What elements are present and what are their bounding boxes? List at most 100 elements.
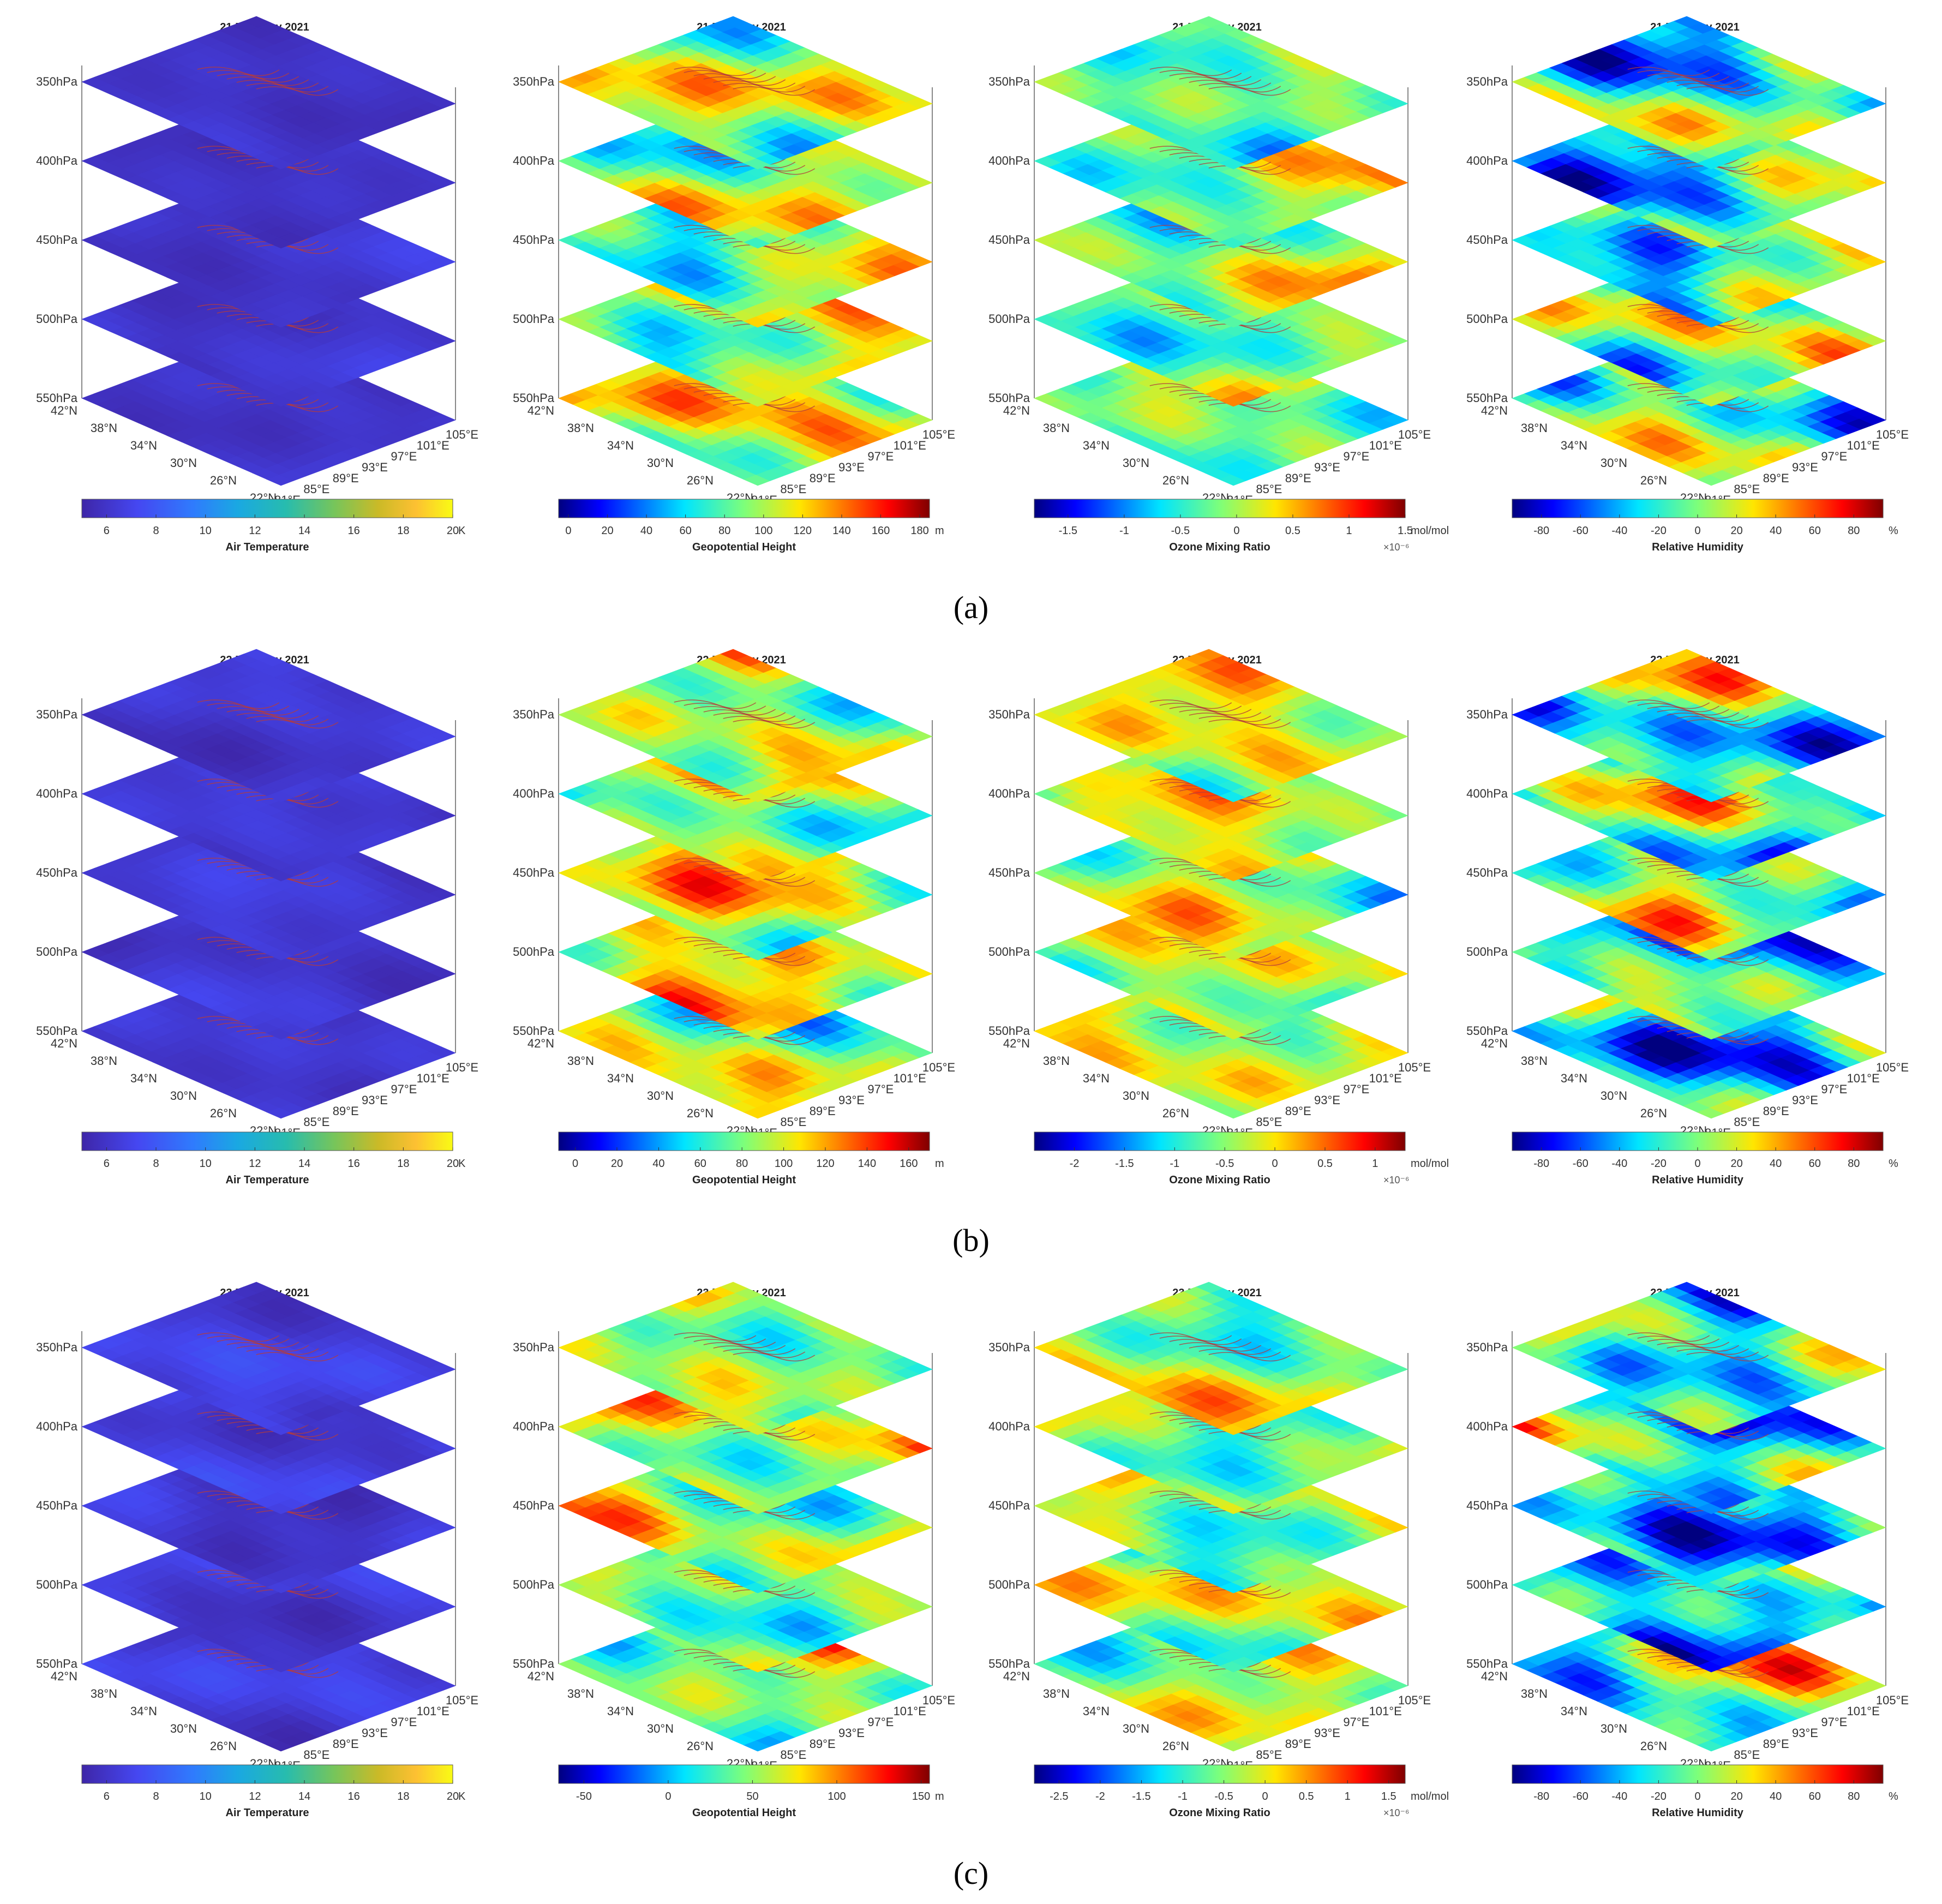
colorbar <box>1034 499 1406 518</box>
lon-tick: 101°E <box>894 439 926 452</box>
colorbar-tick-label: 14 <box>298 525 310 537</box>
panel-0-0: 21 February 2021550hPa500hPa450hPa400hPa… <box>36 16 478 553</box>
lon-tick: 97°E <box>391 450 417 463</box>
colorbar-unit: m <box>935 525 944 537</box>
pressure-label: 350hPa <box>1466 75 1508 88</box>
lon-tick: 105°E <box>922 428 955 441</box>
colorbar-tick-label: -60 <box>1573 525 1589 537</box>
colorbar-tick-label: 10 <box>200 525 212 537</box>
lon-tick: 89°E <box>1285 471 1311 485</box>
colorbar-tick-label: 80 <box>718 525 730 537</box>
lat-tick: 38°N <box>1043 421 1070 435</box>
lat-tick: 26°N <box>1640 474 1667 487</box>
pressure-label: 550hPa <box>1466 391 1508 405</box>
pressure-label: 500hPa <box>36 945 78 959</box>
colorbar-tick-label: 40 <box>1770 525 1782 537</box>
colorbar-tick-label: 18 <box>397 525 409 537</box>
lon-tick: 93°E <box>1792 460 1818 474</box>
pressure-label: 500hPa <box>988 312 1030 326</box>
lon-tick: 89°E <box>1763 471 1789 485</box>
pressure-label: 550hPa <box>36 391 78 405</box>
pressure-label: 450hPa <box>1466 233 1508 247</box>
pressure-label: 450hPa <box>988 233 1030 247</box>
lon-tick: 105°E <box>446 428 478 441</box>
pressure-label: 350hPa <box>988 75 1030 88</box>
colorbar-tick-label: 12 <box>249 525 261 537</box>
pressure-label: 450hPa <box>36 233 78 247</box>
lat-tick: 42°N <box>51 404 77 417</box>
colorbar-tick-label: -0.5 <box>1171 525 1190 537</box>
colorbar-tick-label: 0 <box>565 525 571 537</box>
lon-tick: 97°E <box>1821 450 1847 463</box>
colorbar-tick-label: 20 <box>601 525 613 537</box>
lat-tick: 34°N <box>1083 439 1110 452</box>
pressure-label: 550hPa <box>988 391 1030 405</box>
panel-0-3: 21 February 2021550hPa500hPa450hPa400hPa… <box>1466 16 1909 553</box>
colorbar-variable-label: Geopotential Height <box>692 541 796 553</box>
lon-tick: 101°E <box>1847 439 1880 452</box>
colorbar-tick-label: -20 <box>1651 525 1667 537</box>
lon-tick: 85°E <box>780 482 806 496</box>
lon-tick: 93°E <box>838 460 865 474</box>
colorbar <box>558 499 930 518</box>
colorbar-tick-label: -1.5 <box>1059 525 1077 537</box>
panels: 21 February 2021550hPa500hPa450hPa400hPa… <box>36 16 1909 1819</box>
colorbar-tick-label: 100 <box>754 525 772 537</box>
lon-tick: 97°E <box>867 450 894 463</box>
colorbar-tick-label: -1 <box>1119 525 1129 537</box>
colorbar-tick-label: 20 <box>447 525 459 537</box>
colorbar-tick-label: 140 <box>832 525 850 537</box>
colorbar-tick-label: 0 <box>1233 525 1239 537</box>
lat-tick: 38°N <box>91 421 117 435</box>
colorbar-variable-label: Air Temperature <box>225 541 309 553</box>
lon-tick: 93°E <box>1314 460 1340 474</box>
panel-1-0: 22 February 2021550hPa500hPa450hPa400hPa… <box>36 649 478 1186</box>
colorbar-tick-label: 60 <box>1809 525 1821 537</box>
lat-tick: 26°N <box>687 474 714 487</box>
pressure-label: 400hPa <box>988 154 1030 167</box>
lon-tick: 89°E <box>333 471 359 485</box>
colorbar-tick-label: -40 <box>1611 525 1627 537</box>
lon-tick: 85°E <box>1734 482 1760 496</box>
colorbar <box>81 499 453 518</box>
colorbar-tick-label: 0 <box>1694 525 1700 537</box>
lon-tick: 85°E <box>1256 482 1282 496</box>
lon-tick: 101°E <box>1369 439 1402 452</box>
colorbar-tick-label: 160 <box>872 525 890 537</box>
colorbar-variable-label: Ozone Mixing Ratio <box>1169 541 1270 553</box>
lat-tick: 30°N <box>1601 456 1627 470</box>
colorbar-tick-label: 6 <box>104 525 110 537</box>
lon-tick: 97°E <box>1343 450 1369 463</box>
colorbar-tick-label: 60 <box>680 525 692 537</box>
pressure-label: 400hPa <box>1466 154 1508 167</box>
pressure-label: 550hPa <box>36 1024 78 1038</box>
pressure-label: 500hPa <box>36 312 78 326</box>
lat-tick: 26°N <box>1162 474 1189 487</box>
lon-tick: 93°E <box>362 460 388 474</box>
colorbar-variable-label: Relative Humidity <box>1652 541 1744 553</box>
lat-tick: 30°N <box>647 456 674 470</box>
lon-tick: 85°E <box>303 482 329 496</box>
river-trace <box>256 324 339 333</box>
colorbar-tick-label: 0.5 <box>1285 525 1300 537</box>
colorbar-unit: K <box>458 525 466 537</box>
pressure-label: 500hPa <box>1466 312 1508 326</box>
pressure-label: 400hPa <box>513 154 555 167</box>
pressure-label: 350hPa <box>513 75 555 88</box>
lat-tick: 30°N <box>170 456 197 470</box>
pressure-label: 400hPa <box>36 154 78 167</box>
lon-tick: 105°E <box>1876 428 1909 441</box>
colorbar-unit: mol/mol <box>1411 525 1449 537</box>
colorbar-tick-label: 1 <box>1346 525 1352 537</box>
lat-tick: 42°N <box>528 404 554 417</box>
colorbar-tick-label: 80 <box>1848 525 1860 537</box>
colorbar-tick-label: 40 <box>640 525 652 537</box>
lon-tick: 101°E <box>417 439 449 452</box>
colorbar-tick-label: 16 <box>348 525 360 537</box>
panel-0-1: 21 February 2021550hPa500hPa450hPa400hPa… <box>513 16 955 553</box>
lat-tick: 34°N <box>607 439 634 452</box>
colorbar-exponent: ×10⁻⁶ <box>1383 542 1409 553</box>
lon-tick: 105°E <box>1398 428 1431 441</box>
pressure-label: 500hPa <box>513 312 555 326</box>
